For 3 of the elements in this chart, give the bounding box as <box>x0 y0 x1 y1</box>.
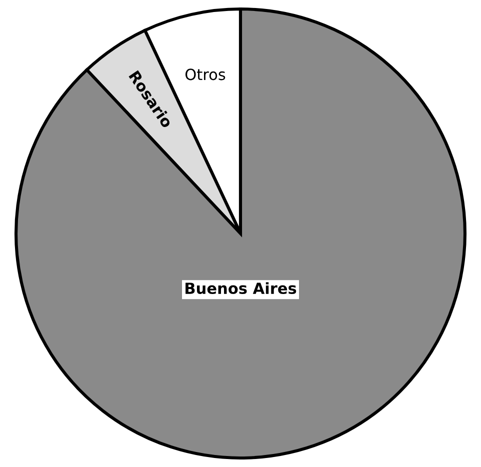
slice-label: Buenos Aires <box>186 282 296 294</box>
pie-slice <box>14 8 466 460</box>
slice-label: Otros <box>185 68 226 80</box>
